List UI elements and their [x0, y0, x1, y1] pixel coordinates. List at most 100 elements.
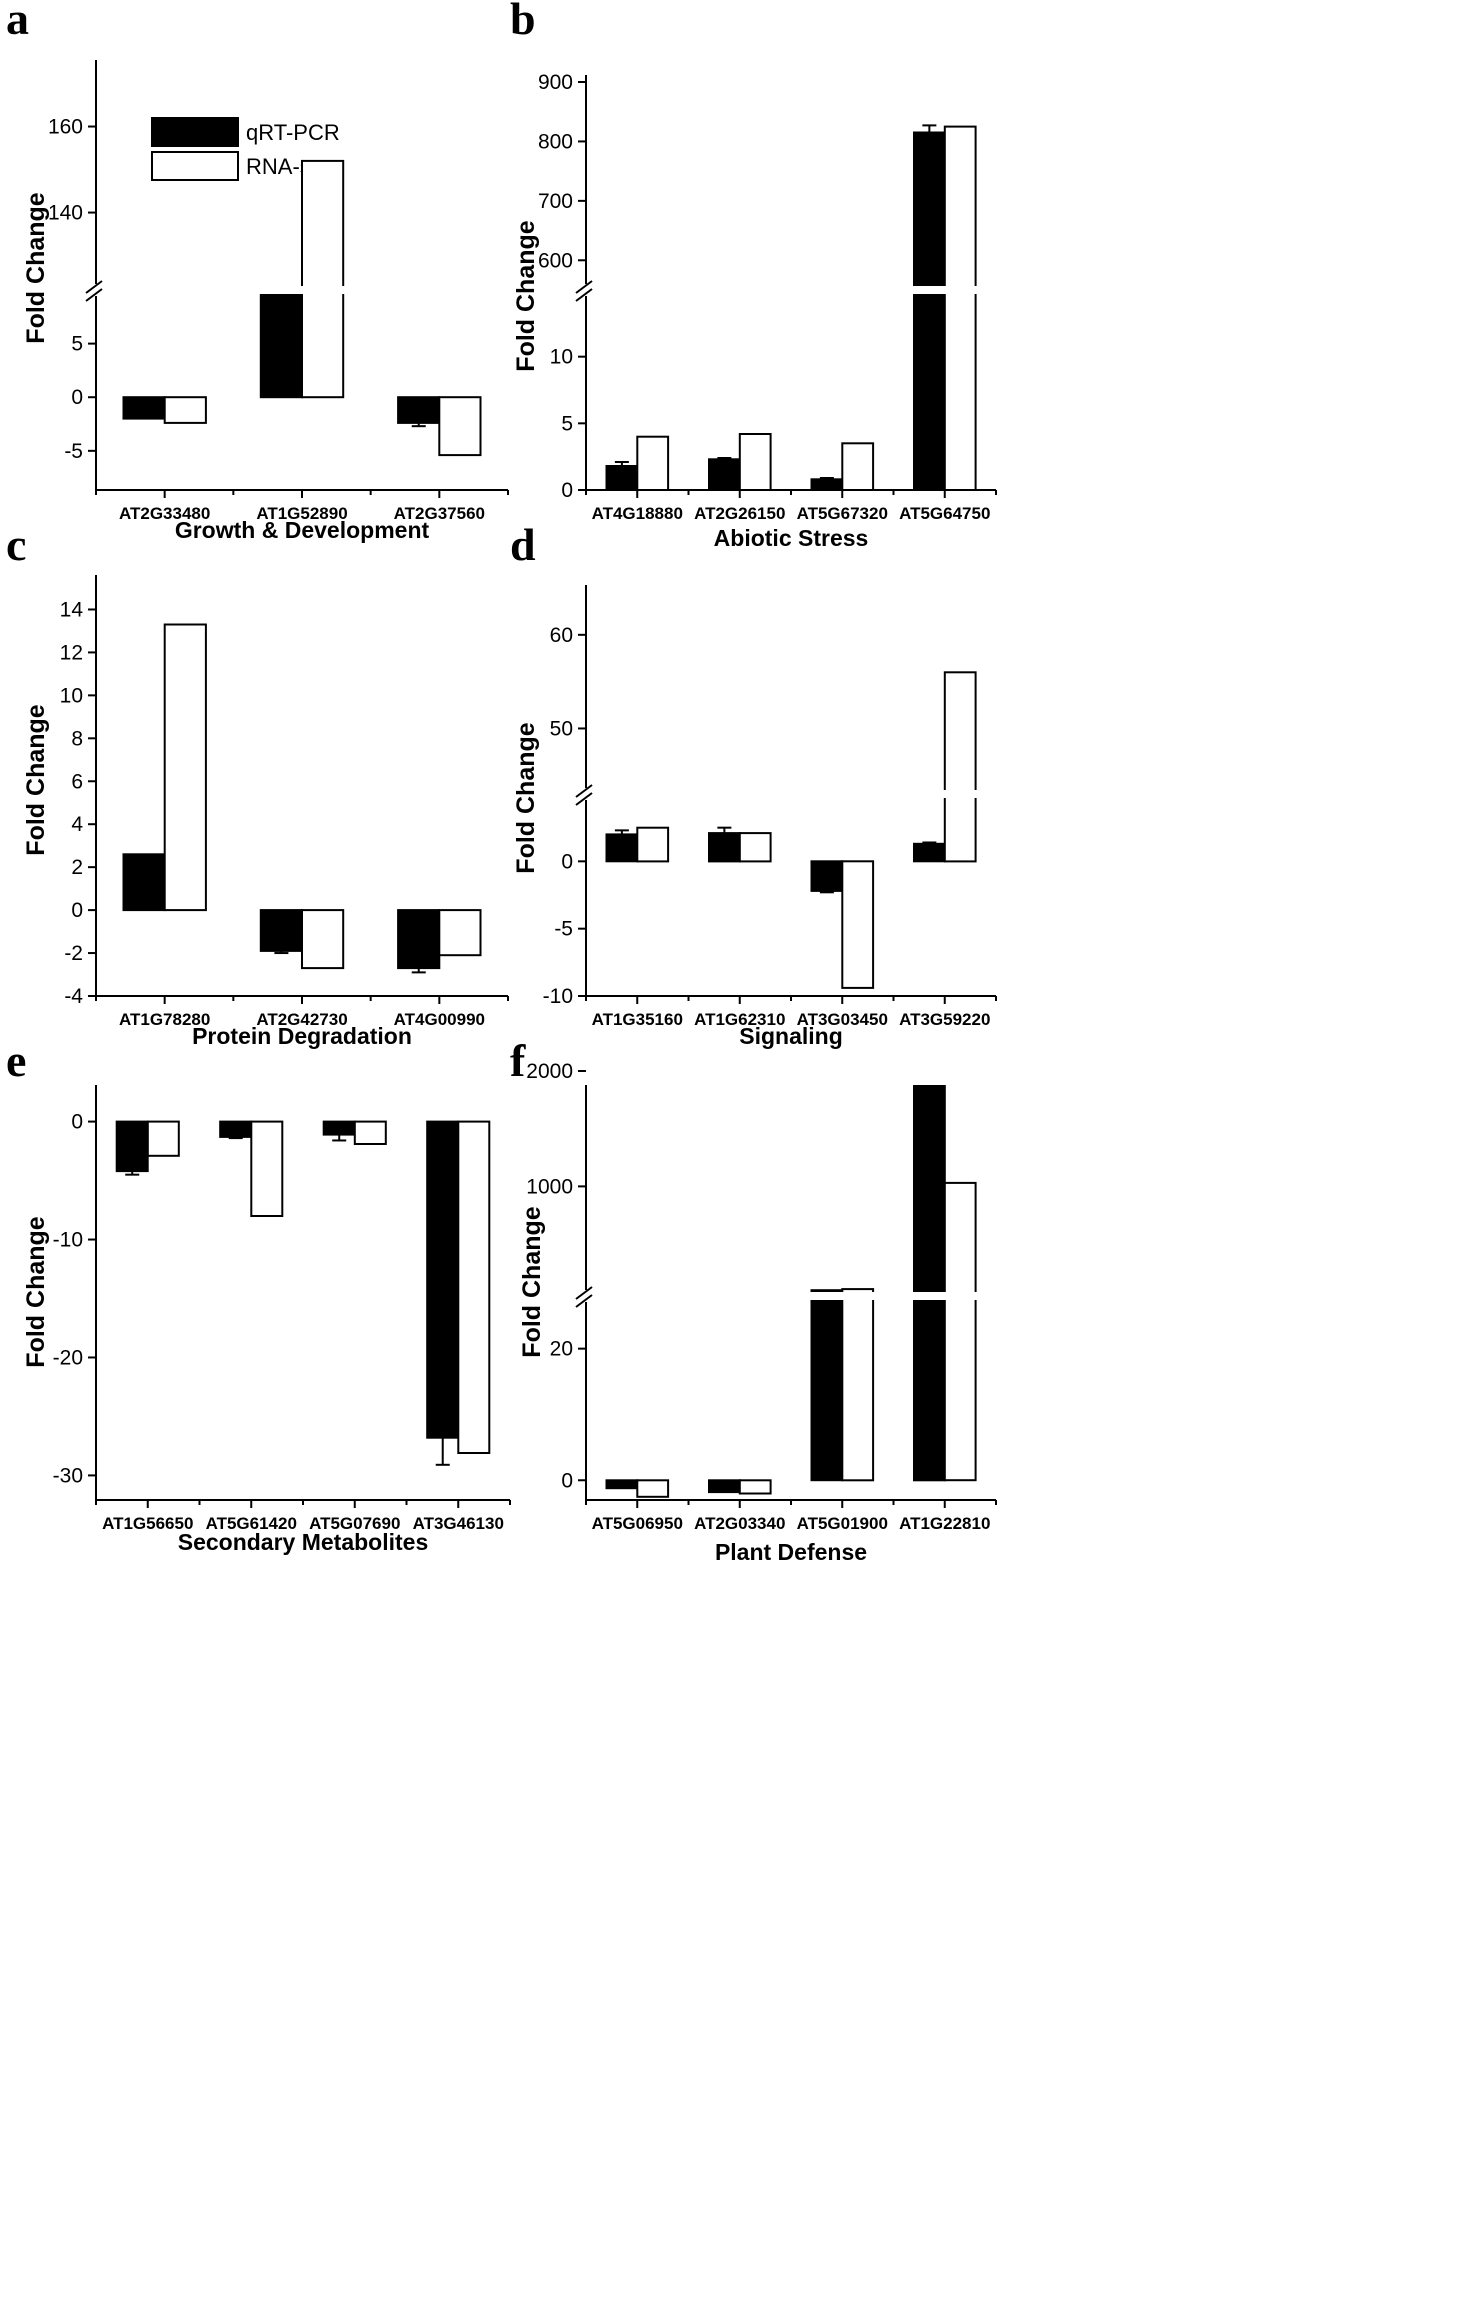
bar-break-gap [941, 286, 979, 294]
bar-qrt-pcr-at5g67320 [810, 478, 844, 491]
axis-break-mark [575, 1286, 593, 1300]
x-tick-label: AT5G64750 [899, 504, 990, 523]
x-tick-label: AT2G37560 [394, 504, 485, 523]
bar-qrt-pcr-at2g37560 [397, 396, 441, 424]
y-tick-label: -4 [64, 985, 83, 1008]
bar-rna-seq-at1g62310 [738, 832, 772, 863]
y-tick-label: 12 [60, 641, 83, 664]
bar-rna-seq-at2g33480 [163, 396, 207, 424]
x-tick-label: AT1G35160 [592, 1010, 683, 1029]
bar-break-gap [941, 790, 979, 798]
x-axis-title: Plant Defense [715, 1539, 867, 1565]
y-tick-label: 5 [71, 333, 83, 356]
bar-rna-seq-at1g52890 [301, 159, 345, 399]
axis-break-mark [85, 288, 103, 302]
bar-qrt-pcr-at5g07690 [322, 1120, 356, 1136]
y-tick-label: 4 [71, 813, 83, 836]
y-axis-title: Fold Change [512, 220, 540, 371]
bar-break-gap [941, 1292, 979, 1300]
y-tick-label: 0 [71, 386, 83, 409]
bar-qrt-pcr-at2g26150 [708, 458, 741, 491]
x-tick-label: AT2G42730 [256, 1010, 347, 1029]
bar-break-gap [839, 1292, 877, 1300]
x-tick-label: AT2G03340 [694, 1514, 785, 1533]
bar-break-gap [911, 1292, 948, 1300]
x-tick-label: AT5G61420 [206, 1514, 297, 1533]
y-tick-label: 50 [550, 717, 573, 740]
bar-qrt-pcr-at1g56650 [115, 1120, 149, 1173]
y-axis-title: Fold Change [22, 192, 50, 343]
x-axis-title: Growth & Development [175, 517, 430, 543]
y-tick-label: 10 [550, 346, 573, 369]
y-tick-label: 60 [550, 624, 573, 647]
bar-rna-seq-at3g46130 [457, 1120, 491, 1454]
bar-rna-seq-at5g06950 [636, 1479, 670, 1498]
bar-rna-seq-at4g00990 [438, 909, 482, 957]
x-tick-label: AT1G78280 [119, 1010, 210, 1029]
chart-panel-c: c AT1G78280 AT2G42730 AT4G00990 -4 -2 0 2 4 6 8 10 1… [6, 519, 509, 1049]
legend-swatch-rna-seq [151, 151, 239, 181]
bar-qrt-pcr-at1g52890 [259, 289, 303, 399]
bar-qrt-pcr-at3g46130 [426, 1120, 460, 1439]
bar-qrt-pcr-at1g62310 [708, 832, 741, 863]
bar-qrt-pcr-at4g18880 [605, 465, 639, 491]
y-tick-label: 14 [60, 598, 84, 621]
bar-rna-seq-at1g22810 [943, 1181, 977, 1482]
y-axis-title: Fold Change [22, 1216, 50, 1367]
bar-break-gap [257, 286, 305, 294]
bar-rna-seq-at5g64750 [943, 125, 977, 491]
x-tick-label: AT1G22810 [899, 1514, 990, 1533]
bar-qrt-pcr-at3g03450 [810, 860, 844, 892]
bar-rna-seq-at2g26150 [738, 433, 772, 491]
x-tick-label: AT1G56650 [102, 1514, 193, 1533]
bar-rna-seq-at1g56650 [146, 1120, 180, 1157]
bar-rna-seq-at5g67320 [841, 442, 875, 491]
bar-qrt-pcr-at1g35160 [605, 833, 639, 863]
x-axis-title: Signaling [739, 1023, 843, 1049]
chart-panel-f: f AT5G06950 AT2G03340 AT5G01900 AT1G22810 0 20… [510, 1035, 997, 1565]
y-tick-label: 6 [71, 770, 83, 793]
x-tick-label: AT1G52890 [256, 504, 347, 523]
bar-qrt-pcr-at4g00990 [397, 909, 441, 970]
bar-rna-seq-at1g35160 [636, 826, 670, 863]
bar-qrt-pcr-at2g03340 [708, 1479, 741, 1494]
x-tick-label: AT1G62310 [694, 1010, 785, 1029]
y-axis-title: Fold Change [512, 722, 540, 873]
x-tick-label: AT3G03450 [797, 1010, 888, 1029]
bar-rna-seq-at4g18880 [636, 435, 670, 492]
y-tick-label: 1000 [526, 1175, 573, 1198]
y-tick-label: 2 [71, 856, 83, 879]
bar-rna-seq-at2g37560 [438, 396, 482, 457]
chart-panel-d: d AT1G35160 AT1G62310 AT3G03450 AT3G59220 -10… [510, 519, 997, 1049]
bar-rna-seq-at5g07690 [353, 1120, 387, 1145]
bar-qrt-pcr-at2g42730 [259, 909, 303, 952]
axis-break-mark [575, 784, 593, 798]
axis-break-mark [575, 1294, 593, 1308]
y-tick-label: -20 [53, 1346, 83, 1369]
bar-rna-seq-at3g59220 [943, 671, 977, 863]
legend: qRT-PCR RNA-seq [151, 117, 340, 181]
panel-letter-b: b [510, 0, 536, 44]
x-tick-label: AT3G59220 [899, 1010, 990, 1029]
panel-letter-f: f [510, 1035, 526, 1086]
chart-panel-b: b AT4G18880 AT2G26150 AT5G67320 AT5G64750 0 5 1… [510, 0, 997, 551]
bar-break-gap [808, 1292, 846, 1300]
bar-rna-seq-at2g03340 [738, 1479, 772, 1495]
y-tick-label: -5 [64, 440, 83, 463]
y-tick-label: 20 [550, 1338, 573, 1361]
bar-qrt-pcr-at5g64750 [913, 131, 946, 491]
panel-letter-a: a [6, 0, 29, 44]
y-tick-label: 8 [71, 727, 83, 750]
y-tick-label: 140 [48, 202, 83, 225]
bar-qrt-pcr-at2g33480 [122, 396, 166, 420]
bar-break-gap [299, 286, 347, 294]
y-tick-label: -10 [543, 985, 573, 1008]
axis-break-mark [575, 792, 593, 806]
bar-qrt-pcr-at5g01900 [810, 1289, 844, 1482]
bar-rna-seq-at1g78280 [163, 623, 207, 912]
x-tick-label: AT5G07690 [309, 1514, 400, 1533]
axis-break-mark [575, 280, 593, 294]
panel-letter-c: c [6, 519, 26, 570]
y-tick-label: 160 [48, 116, 83, 139]
